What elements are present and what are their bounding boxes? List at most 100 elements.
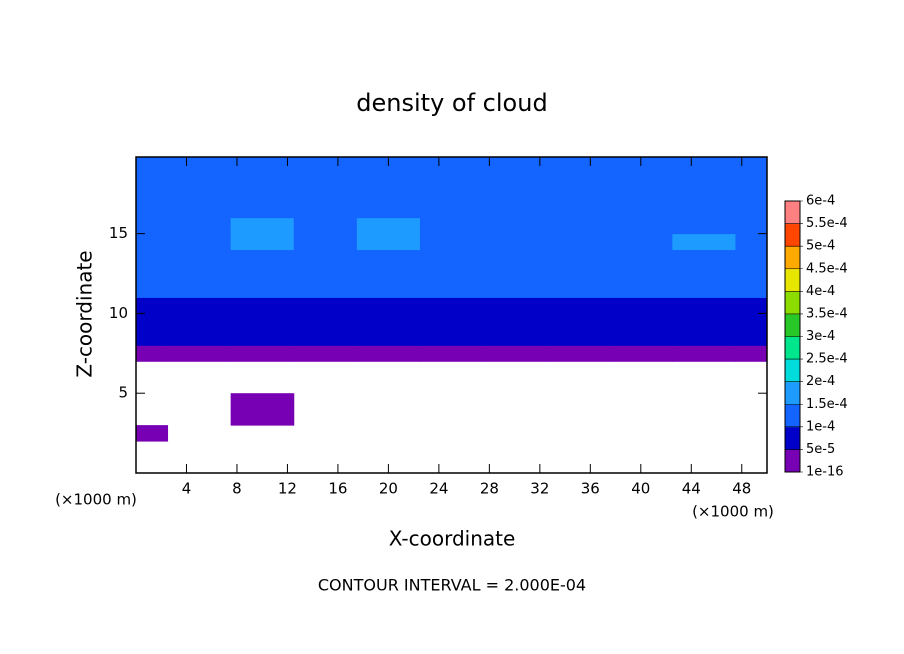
contour-cell (167, 313, 232, 330)
contour-cell (735, 329, 768, 346)
colorbar-band (785, 291, 800, 315)
x-unit-label: (×1000 m) (692, 503, 774, 521)
contour-cell (483, 217, 547, 235)
contour-cell (293, 297, 358, 314)
contour-cell (230, 313, 295, 330)
colorbar-label: 3e-4 (806, 329, 835, 344)
x-tick-label: 12 (278, 480, 297, 498)
contour-cell (293, 233, 358, 251)
colorbar-label: 1e-16 (806, 465, 844, 480)
contour-cell (293, 249, 358, 267)
contour-cell (609, 169, 673, 187)
contour-cell (356, 297, 421, 314)
x-tick-label: 20 (379, 480, 398, 498)
contour-cell (167, 169, 232, 187)
y-axis-label: Z-coordinate (73, 250, 97, 377)
contour-cell (356, 249, 421, 267)
contour-cell (546, 157, 610, 171)
contour-cell (609, 281, 673, 298)
contour-cell (419, 313, 484, 330)
contour-cell (356, 329, 421, 346)
contour-cell (293, 201, 358, 219)
colorbar-label: 2.5e-4 (806, 352, 848, 367)
contour-cell (672, 297, 736, 314)
contour-cell (356, 233, 421, 251)
contour-cell (136, 345, 169, 362)
contour-cell (735, 345, 768, 362)
contour-cell (672, 185, 736, 203)
contour-cell (230, 201, 295, 219)
contour-cell (609, 185, 673, 203)
contour-cell (419, 281, 484, 298)
contour-cell (735, 201, 768, 219)
colorbar-label: 4e-4 (806, 284, 835, 299)
contour-cell (167, 185, 232, 203)
contour-cell (293, 281, 358, 298)
annotation: CONTOUR INTERVAL = 2.000E-04 (318, 576, 586, 595)
contour-cell (546, 217, 610, 235)
contour-cell (293, 313, 358, 330)
contour-cell (483, 345, 547, 362)
contour-cell (735, 233, 768, 251)
contour-cell (735, 185, 768, 203)
contour-cell (483, 329, 547, 346)
colorbar-band (785, 223, 800, 247)
contour-cell (419, 217, 484, 235)
contour-cell (230, 249, 295, 267)
x-tick-label: 28 (480, 480, 499, 498)
y-unit-label: (×1000 m) (55, 491, 137, 509)
contour-cell (167, 297, 232, 314)
x-tick-label: 4 (182, 480, 192, 498)
contour-cell (136, 249, 169, 267)
colorbar-label: 2e-4 (806, 374, 835, 389)
contour-cell (546, 281, 610, 298)
contour-cell (672, 249, 736, 267)
contour-cell (356, 345, 421, 362)
colorbar-label: 1e-4 (806, 419, 835, 434)
contour-cell (293, 345, 358, 362)
contour-cell (546, 329, 610, 346)
contour-cell (293, 185, 358, 203)
contour-cell (356, 265, 421, 282)
contour-cell (546, 265, 610, 282)
contour-cell (609, 313, 673, 330)
contour-cell (356, 281, 421, 298)
x-tick-label: 48 (732, 480, 751, 498)
contour-cell (293, 157, 358, 171)
colorbar-label: 6e-4 (806, 194, 835, 209)
contour-cell (546, 313, 610, 330)
contour-cell (230, 297, 295, 314)
colorbar-band (785, 246, 800, 270)
contour-cell (293, 329, 358, 346)
contour-cell (230, 185, 295, 203)
contour-cell (735, 249, 768, 267)
colorbar-label: 5e-4 (806, 239, 835, 254)
contour-cell (230, 393, 295, 410)
contour-cell (136, 233, 169, 251)
y-tick-label: 10 (109, 304, 128, 322)
contour-cell (419, 233, 484, 251)
contour-cell (735, 265, 768, 282)
contour-cell (483, 233, 547, 251)
contour-cell (419, 297, 484, 314)
contour-cell (419, 157, 484, 171)
contour-cell (167, 265, 232, 282)
x-tick-label: 36 (581, 480, 600, 498)
contour-cell (356, 185, 421, 203)
contour-cell (167, 249, 232, 267)
contour-cell (419, 265, 484, 282)
contour-cell (230, 345, 295, 362)
contour-cell (167, 281, 232, 298)
contour-cell (230, 265, 295, 282)
x-tick-label: 32 (530, 480, 549, 498)
contour-cell (672, 345, 736, 362)
colorbar-band (785, 381, 800, 405)
contour-cell (546, 345, 610, 362)
colorbar-band (785, 336, 800, 360)
contour-cell (735, 217, 768, 235)
contour-cell (136, 185, 169, 203)
contour-cell (483, 249, 547, 267)
colorbar-band (785, 359, 800, 383)
x-tick-label: 16 (328, 480, 347, 498)
contour-cell (672, 329, 736, 346)
